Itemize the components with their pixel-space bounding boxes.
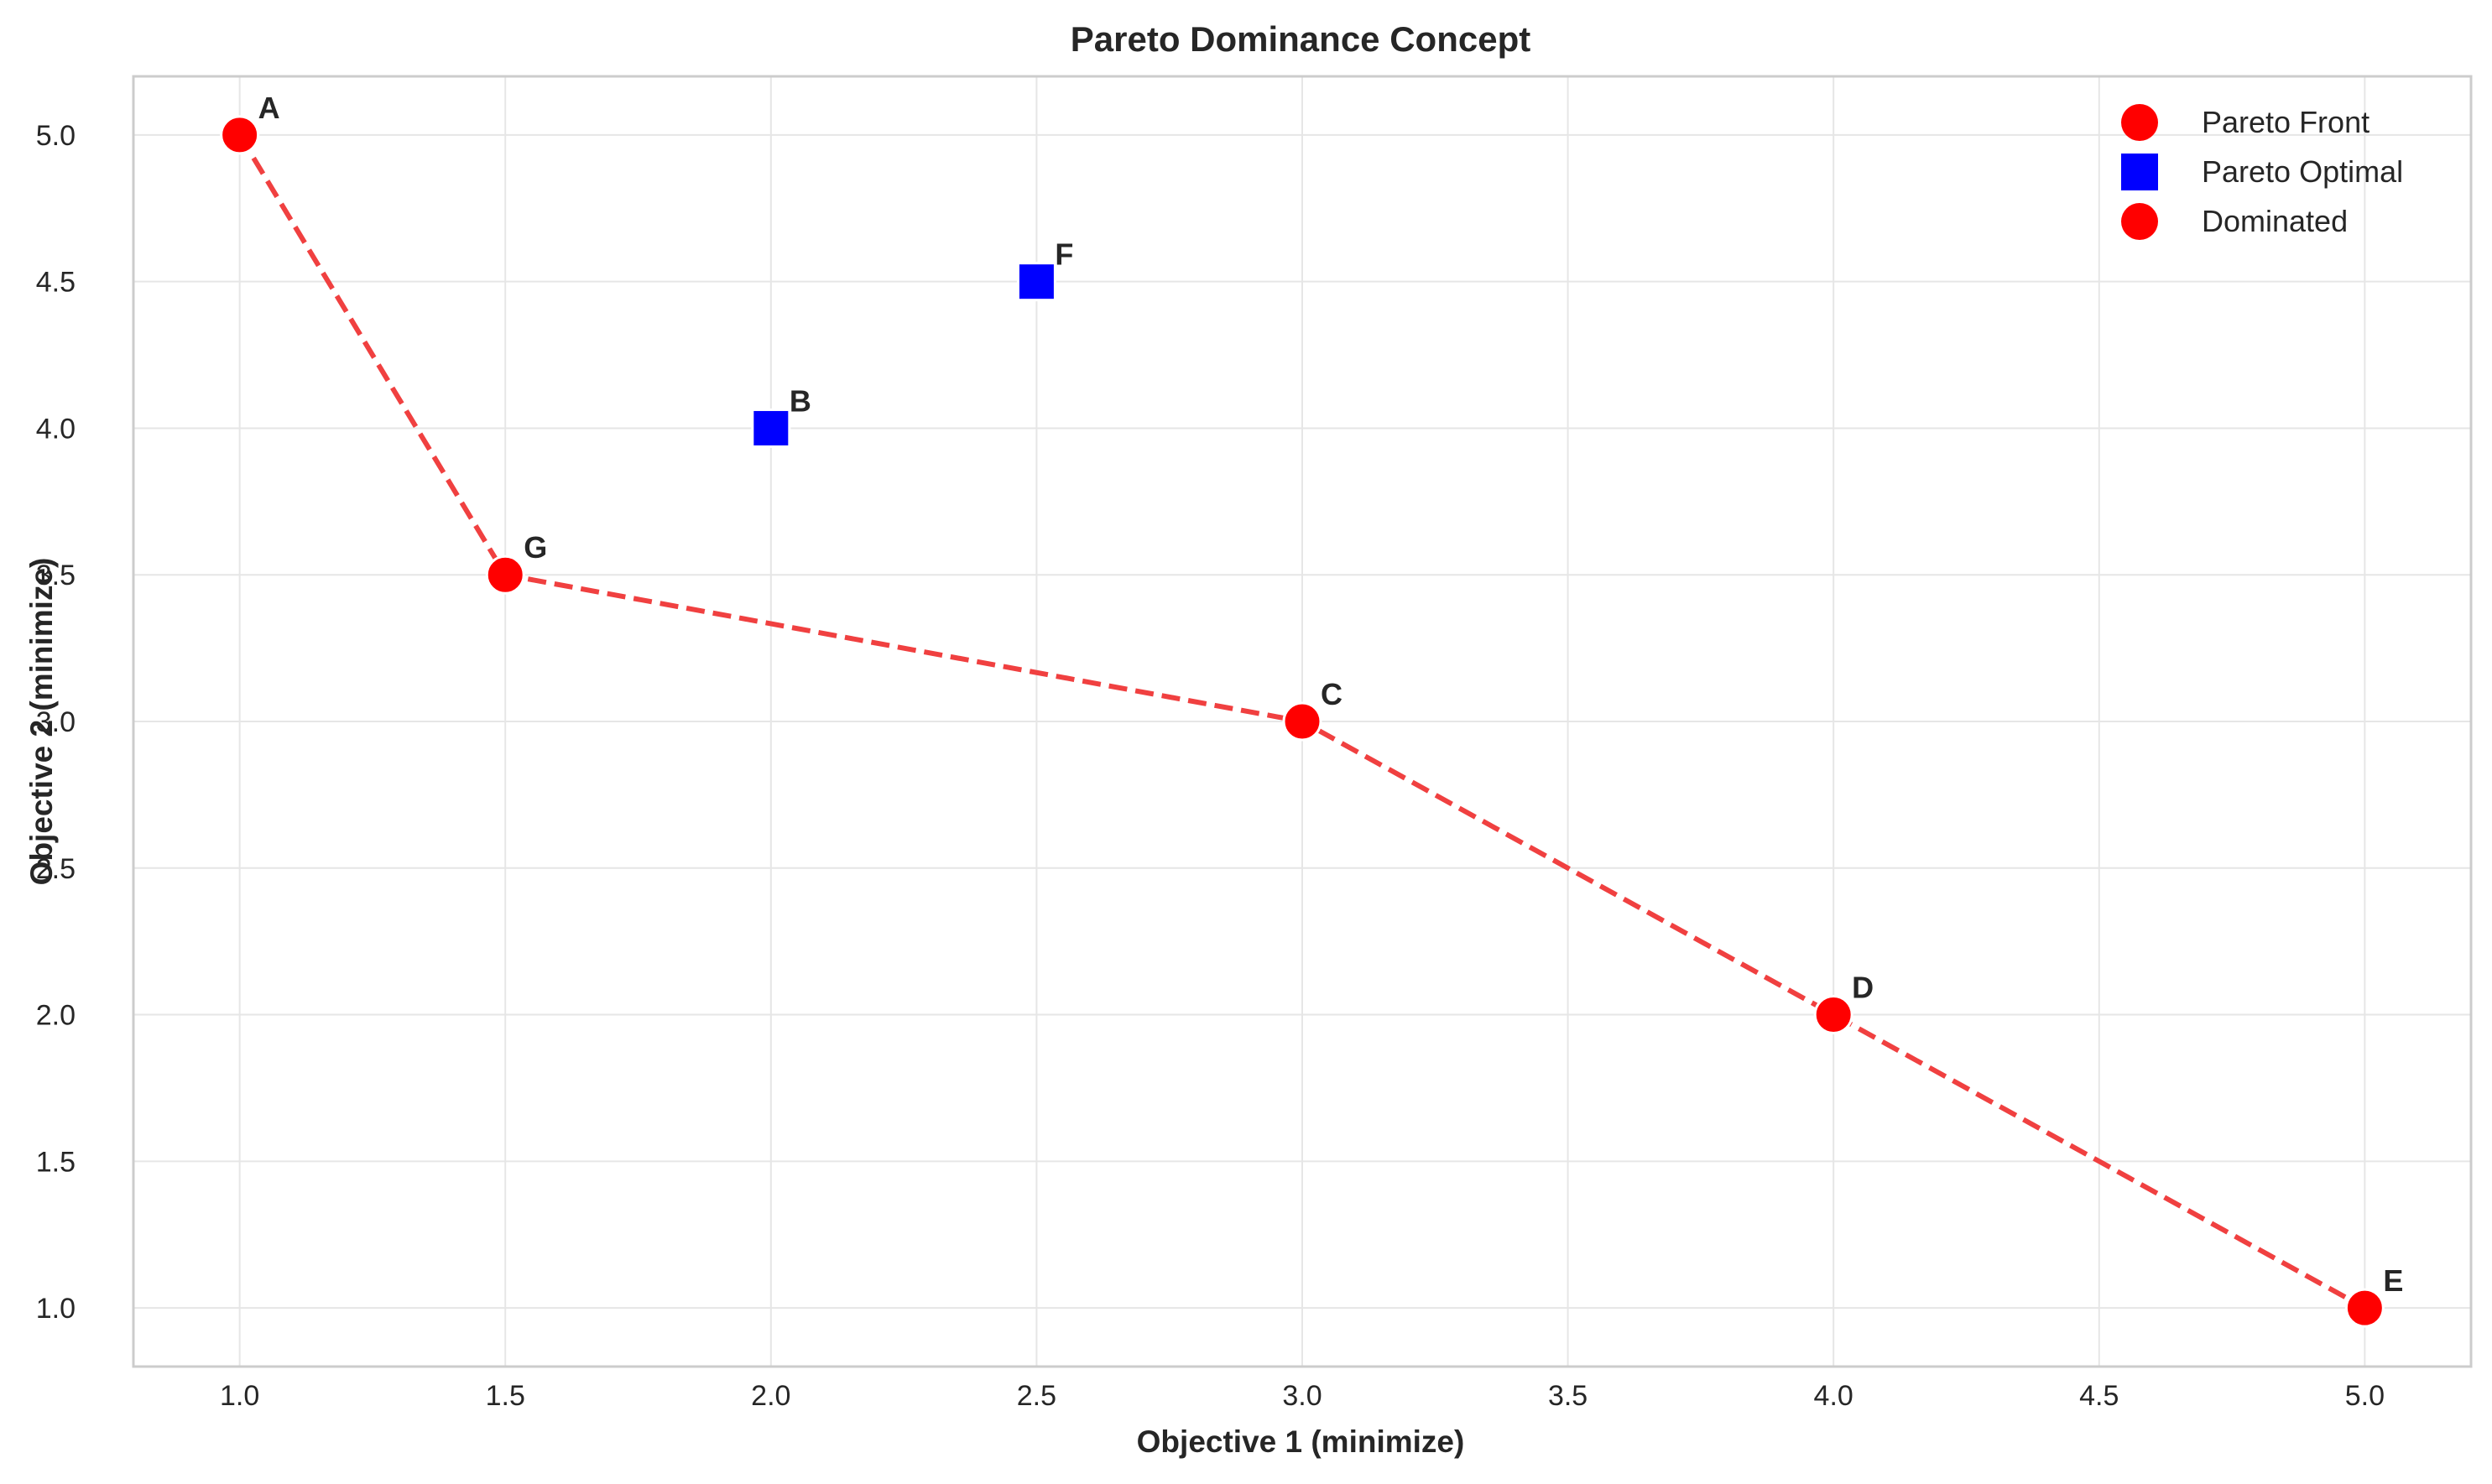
x-tick-label: 5.0 xyxy=(2345,1380,2385,1412)
point-d-label: D xyxy=(1852,971,1874,1005)
y-tick-label: 5.0 xyxy=(36,120,76,152)
point-a-label: A xyxy=(258,91,280,125)
point-layer: A B C D E F G xyxy=(220,91,2403,1328)
plot-frame xyxy=(132,75,2473,1368)
legend: Pareto Front Pareto Optimal Dominated xyxy=(2121,104,2403,240)
x-tick-label: 3.0 xyxy=(1282,1380,1322,1412)
y-tick-label: 3.0 xyxy=(36,706,76,738)
x-tick-label: 1.0 xyxy=(220,1380,259,1412)
point-f-label: F xyxy=(1055,237,1073,272)
y-tick-label: 2.0 xyxy=(36,1000,76,1032)
legend-pareto-optimal-label: Pareto Optimal xyxy=(2202,154,2403,189)
legend-dominated-label: Dominated xyxy=(2202,204,2348,238)
y-tick-label: 4.0 xyxy=(36,413,76,445)
point-d-marker xyxy=(1813,995,1853,1035)
y-tick-label: 1.5 xyxy=(36,1146,76,1178)
y-tick-label: 2.5 xyxy=(36,853,76,885)
y-tick-label: 4.5 xyxy=(36,267,76,299)
legend-pareto-front-marker xyxy=(2121,104,2158,141)
point-b-marker xyxy=(751,408,791,448)
point-c-label: C xyxy=(1321,677,1342,711)
x-tick-label: 1.5 xyxy=(486,1380,525,1412)
x-tick-label: 2.0 xyxy=(751,1380,790,1412)
y-axis-label: Objective 2 (minimize) xyxy=(24,558,59,886)
y-tick-label: 3.5 xyxy=(36,560,76,591)
x-tick-label: 3.5 xyxy=(1548,1380,1587,1412)
point-e-marker xyxy=(2344,1288,2385,1328)
legend-pareto-optimal-marker xyxy=(2121,154,2158,190)
legend-dominated-marker xyxy=(2121,203,2158,240)
point-g-label: G xyxy=(524,530,547,565)
chart-title: Pareto Dominance Concept xyxy=(1071,19,1530,59)
x-tick-label: 4.0 xyxy=(1814,1380,1853,1412)
tick-layer: 1.0 1.5 2.0 2.5 3.0 3.5 4.0 4.5 5.0 1.0 1.5 2.0 2.5 3… xyxy=(36,120,2385,1412)
point-c-marker xyxy=(1282,701,1322,742)
point-g-marker xyxy=(485,555,525,595)
point-f-marker xyxy=(1016,262,1056,302)
x-tick-label: 2.5 xyxy=(1017,1380,1056,1412)
point-e-label: E xyxy=(2383,1263,2403,1298)
y-tick-label: 1.0 xyxy=(36,1293,76,1325)
legend-pareto-front-label: Pareto Front xyxy=(2202,105,2369,139)
x-axis-label: Objective 1 (minimize) xyxy=(1137,1424,1465,1459)
point-b-label: B xyxy=(790,383,811,418)
x-tick-label: 4.5 xyxy=(2079,1380,2119,1412)
point-a-marker xyxy=(220,115,260,155)
